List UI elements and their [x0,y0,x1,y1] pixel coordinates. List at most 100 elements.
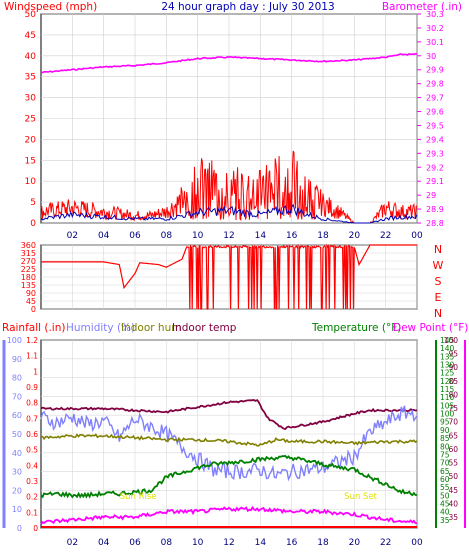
rainfall-tick-label: 0.6 [26,430,38,439]
x-tick-label: 10 [192,538,204,548]
temperature-tick-label: 140 [440,344,455,353]
direction-tick-label: 45 [26,297,36,306]
barometer-tick-label: 30.2 [426,24,444,33]
windspeed-tick-label: 10 [25,177,37,187]
temperature-tick-label: 145 [440,336,455,345]
dewpoint-tick-label: 70 [448,418,458,427]
barometer-tick-label: 29.1 [426,177,444,186]
dewpoint-tick-label: 65 [448,431,458,440]
wind-average-line [40,203,418,224]
rainfall-tick-label: 0.3 [26,477,38,486]
dewpoint-tick-label: 50 [448,472,458,481]
barometer-tick-label: 29.9 [426,66,444,75]
temperature-tick-label: 55 [440,483,450,492]
dewpoint-tick-label: 35 [448,513,458,522]
chart-title: 24 hour graph day : July 30 2013 [161,1,334,13]
x-tick-label: 08 [161,538,173,548]
x-tick-label: 18 [317,538,329,548]
annotations: Sun Rise Sun Set [120,492,378,502]
x-tick-label: 12 [223,231,234,241]
series-group-2 [41,243,417,310]
rainfall-tick-label: 0.1 [26,508,38,517]
direction-tick-label: 0 [31,305,36,314]
x-tick-label: 18 [317,231,329,241]
legend: Rainfall (.in) Humidity (%) Indoor hum I… [2,322,468,334]
x-axis-1: 02 04 06 08 10 12 14 16 18 20 22 00 [67,231,423,241]
humidity-tick-label: 100 [7,336,22,345]
dewpoint-tick-label: 40 [448,499,458,508]
windspeed-tick-label: 15 [25,156,36,166]
barometer-tick-label: 29.5 [426,121,444,130]
humidity-tick-label: 30 [12,468,22,477]
wind-direction-line [41,243,417,310]
temperature-tick-label: 100 [440,410,455,419]
humidity-tick-label: 90 [12,355,22,364]
barometer-tick-label: 30.3 [426,10,444,19]
windspeed-tick-label: 45 [25,31,36,41]
x-tick-label: 20 [349,538,361,548]
compass-label: W [433,259,444,272]
barometer-tick-label: 29.7 [426,94,444,103]
compass-label: N [434,307,442,320]
series-group-3 [40,398,418,528]
barometer-axis: 28.8 28.9 29 29.1 29.2 29.3 29.4 29.5 29.6 29.7 29… [417,10,444,228]
temperature-tick-label: 70 [440,459,450,468]
humidity-tick-label: 60 [12,411,22,420]
wind-barometer-panel: Windspeed (mph) 24 hour graph day : July… [4,1,462,241]
legend-rainfall: Rainfall (.in) [2,322,65,334]
humidity-tick-label: 40 [12,449,22,458]
series-line-humidity- [40,405,418,482]
direction-tick-label: 270 [21,257,36,266]
windspeed-tick-label: 35 [25,73,36,83]
x-tick-label: 16 [286,538,298,548]
x-tick-label: 22 [380,538,391,548]
rainfall-tick-label: 0.4 [26,461,38,470]
humidity-temperature-panel: Rainfall (.in) Humidity (%) Indoor hum I… [2,322,468,548]
barometer-tick-label: 30 [426,52,436,61]
x-axis-3: 02 04 06 08 10 12 14 16 18 20 22 00 [67,538,423,548]
series-line-temperature-f- [40,455,417,499]
windspeed-tick-label: 30 [25,94,37,104]
barometer-tick-label: 29.3 [426,149,444,158]
x-tick-label: 12 [223,538,234,548]
temperature-tick-label: 130 [440,361,455,370]
x-tick-label: 02 [67,538,78,548]
rainfall-tick-label: 0.2 [26,493,38,502]
barometer-tick-label: 29.4 [426,135,444,144]
dewpoint-tick-label: 45 [448,486,458,495]
windspeed-tick-label: 25 [25,115,36,125]
temperature-tick-label: 95 [440,418,450,427]
rainfall-tick-label: 0.9 [26,383,38,392]
x-tick-label: 14 [255,538,267,548]
annotation-label: Sun Set [344,492,377,502]
humidity-tick-label: 10 [12,505,22,514]
barometer-tick-label: 29.2 [426,163,444,172]
direction-tick-label: 225 [21,265,36,274]
windspeed-axis-label: Windspeed (mph) [4,1,97,13]
axes-3: 010203040506070809010000.10.20.30.40.50.… [7,336,459,533]
dewpoint-tick-label: 95 [448,350,458,359]
temperature-tick-label: 45 [440,499,450,508]
x-tick-label: 10 [192,231,204,241]
legend-humidity: Humidity (%) [66,322,135,334]
direction-tick-label: 90 [26,289,36,298]
humidity-tick-label: 80 [12,374,22,383]
x-tick-label: 04 [98,538,110,548]
rainfall-tick-label: 0 [33,524,38,533]
x-tick-label: 00 [411,538,423,548]
temperature-tick-label: 125 [440,369,455,378]
x-tick-label: 06 [129,538,141,548]
windspeed-tick-label: 5 [30,198,36,208]
windspeed-tick-label: 0 [30,219,36,229]
barometer-line [41,52,418,74]
legend-indoor-temp: Indoor temp [172,322,237,334]
dewpoint-tick-label: 100 [444,336,459,345]
dewpoint-tick-label: 60 [448,445,458,454]
x-tick-label: 20 [349,231,361,241]
temperature-tick-label: 105 [440,401,455,410]
series-line-indoor-hum [40,433,418,447]
humidity-tick-label: 20 [12,486,22,495]
temperature-tick-label: 75 [440,450,450,459]
